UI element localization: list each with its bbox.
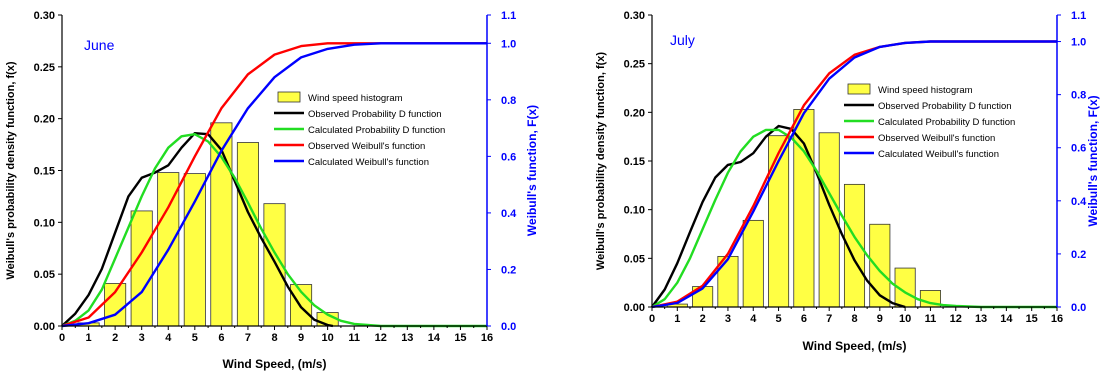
- series-line-3: [61, 42, 487, 328]
- y-tick-label: 0.15: [624, 156, 645, 168]
- x-tick-label: 1: [674, 313, 680, 325]
- y2-tick-label: 0.2: [501, 264, 516, 276]
- chart-title: July: [670, 32, 695, 48]
- series-line-1: [651, 128, 1057, 309]
- legend-label-histogram: Wind speed histogram: [878, 85, 973, 96]
- legend-label-series-3: Calculated Weibull's function: [878, 149, 999, 160]
- y2-axis-label: Weibull's function, F(x): [1086, 95, 1100, 226]
- x-tick-label: 16: [481, 332, 493, 344]
- y-tick-label: 0.30: [624, 10, 645, 22]
- x-tick-label: 4: [165, 332, 172, 344]
- x-tick-label: 15: [454, 332, 466, 344]
- y2-tick-label: 1.1: [501, 10, 516, 22]
- x-tick-label: 0: [649, 313, 655, 325]
- x-tick-label: 0: [59, 332, 65, 344]
- x-tick-label: 15: [1026, 313, 1038, 325]
- y-tick-label: 0.00: [34, 321, 55, 333]
- x-tick-label: 13: [975, 313, 987, 325]
- x-tick-label: 3: [725, 313, 731, 325]
- legend-label-series-1: Calculated Probability D function: [878, 117, 1015, 128]
- x-tick-label: 16: [1051, 313, 1063, 325]
- x-tick-label: 12: [375, 332, 387, 344]
- y-tick-label: 0.05: [34, 269, 55, 281]
- x-tick-label: 13: [401, 332, 413, 344]
- x-tick-label: 14: [428, 332, 441, 344]
- y-tick-label: 0.20: [34, 114, 55, 126]
- legend-swatch-histogram: [277, 91, 301, 103]
- x-tick-label: 10: [322, 332, 334, 344]
- x-tick-label: 7: [245, 332, 251, 344]
- y-tick-label: 0.10: [624, 205, 645, 217]
- y-tick-label: 0.30: [34, 10, 55, 22]
- y2-axis-label: Weibull's function, F(x): [525, 105, 539, 236]
- y-tick-label: 0.15: [34, 166, 55, 178]
- x-tick-label: 6: [218, 332, 224, 344]
- x-tick-label: 10: [899, 313, 911, 325]
- x-tick-label: 14: [1000, 313, 1013, 325]
- x-tick-label: 9: [298, 332, 304, 344]
- series-line-0: [61, 131, 334, 328]
- x-tick-label: 2: [700, 313, 706, 325]
- legend-label-series-0: Observed Probability D function: [308, 109, 442, 120]
- y-tick-label: 0.10: [34, 217, 55, 229]
- legend-label-series-2: Observed Weibull's function: [308, 141, 425, 152]
- chart-title: June: [84, 37, 115, 53]
- x-tick-label: 8: [271, 332, 277, 344]
- y2-tick-label: 0.0: [1071, 302, 1086, 314]
- y-tick-label: 0.00: [624, 302, 645, 314]
- x-tick-label: 3: [139, 332, 145, 344]
- y2-tick-label: 0.6: [501, 151, 516, 163]
- x-axis-label: Wind Speed, (m/s): [223, 357, 327, 371]
- x-tick-label: 11: [925, 313, 937, 325]
- x-tick-label: 7: [826, 313, 832, 325]
- x-tick-label: 2: [112, 332, 118, 344]
- y-tick-label: 0.25: [624, 59, 645, 71]
- y2-tick-label: 0.2: [1071, 249, 1086, 261]
- legend-label-series-0: Observed Probability D function: [878, 101, 1012, 112]
- x-tick-label: 11: [348, 332, 360, 344]
- y-axis-label: Weibull's probability density function, …: [595, 52, 607, 270]
- x-tick-label: 4: [750, 313, 757, 325]
- x-tick-label: 8: [851, 313, 857, 325]
- legend-label-series-3: Calculated Weibull's function: [308, 157, 429, 168]
- y2-tick-label: 0.8: [1071, 90, 1086, 102]
- y2-tick-label: 0.0: [501, 321, 516, 333]
- y2-tick-label: 0.4: [501, 208, 517, 220]
- y2-tick-label: 1.0: [1071, 37, 1086, 49]
- histogram-bar: [742, 219, 764, 308]
- legend-label-series-1: Calculated Probability D function: [308, 125, 445, 136]
- series-line-1: [61, 132, 487, 328]
- y-tick-label: 0.25: [34, 62, 55, 74]
- x-tick-label: 6: [801, 313, 807, 325]
- y-tick-label: 0.20: [624, 107, 645, 119]
- x-tick-label: 12: [950, 313, 962, 325]
- y2-tick-label: 0.8: [501, 95, 516, 107]
- y-axis-label: Weibull's probability density function, …: [5, 61, 17, 279]
- y-tick-label: 0.05: [624, 253, 645, 265]
- x-tick-label: 5: [192, 332, 198, 344]
- x-tick-label: 5: [776, 313, 782, 325]
- series-line-0: [651, 124, 906, 309]
- legend-label-histogram: Wind speed histogram: [308, 93, 403, 104]
- legend-swatch-histogram: [847, 83, 871, 95]
- y2-tick-label: 0.4: [1071, 196, 1087, 208]
- y2-tick-label: 1.0: [501, 38, 516, 50]
- legend-label-series-2: Observed Weibull's function: [878, 133, 995, 144]
- x-tick-label: 9: [877, 313, 883, 325]
- y2-tick-label: 0.6: [1071, 143, 1086, 155]
- y2-tick-label: 1.1: [1071, 10, 1086, 22]
- series-line-3: [651, 40, 1057, 309]
- histogram-bar: [793, 109, 815, 308]
- x-axis-label: Wind Speed, (m/s): [803, 339, 907, 353]
- x-tick-label: 1: [86, 332, 92, 344]
